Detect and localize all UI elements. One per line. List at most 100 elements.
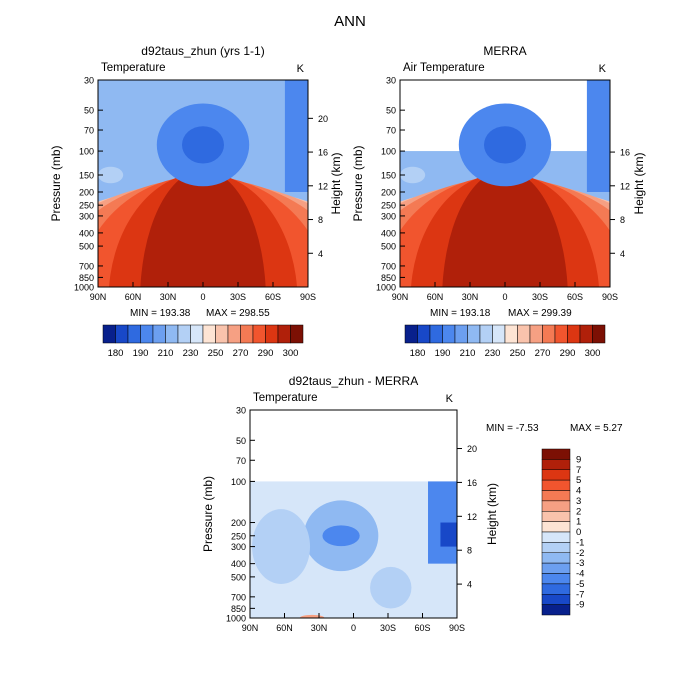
colorbar-label: 270 — [535, 348, 551, 359]
colorbar-label: 190 — [133, 348, 149, 359]
x-tick-label: 90N — [242, 623, 259, 633]
colorbar-swatch — [541, 459, 571, 470]
colorbar-swatch — [190, 324, 204, 344]
y-tick-label: 850 — [231, 604, 246, 614]
colorbar-swatch — [541, 531, 571, 543]
y-tick-label: 50 — [84, 106, 94, 116]
colorbar-label: 290 — [258, 348, 274, 359]
y-tick-label: 700 — [381, 261, 396, 271]
y-tick-label: 150 — [79, 171, 94, 181]
y-tick-label: 250 — [231, 531, 246, 541]
height-tick-label: 4 — [318, 249, 323, 259]
y-tick-label: 30 — [236, 406, 246, 416]
colorbar-swatch — [579, 324, 593, 344]
temperature-band — [140, 170, 266, 287]
y-tick-label: 100 — [79, 147, 94, 157]
units-label: K — [297, 63, 305, 75]
y-tick-label: 200 — [79, 187, 94, 197]
height-tick-label: 4 — [467, 580, 472, 590]
colorbar-swatch — [177, 324, 191, 344]
height-tick-label: 4 — [620, 249, 625, 259]
colorbar-label: 230 — [485, 348, 501, 359]
cold-core-inner — [484, 126, 526, 164]
colorbar-swatch — [277, 324, 291, 344]
y-tick-label: 300 — [381, 211, 396, 221]
colorbar-swatch — [127, 324, 141, 344]
y-tick-label: 100 — [231, 477, 246, 487]
colorbar-label: 230 — [183, 348, 199, 359]
colorbar-label: 290 — [560, 348, 576, 359]
y-tick-label: 70 — [84, 126, 94, 136]
temperature-band — [442, 170, 568, 287]
colorbar-swatch — [202, 324, 216, 344]
y-tick-label: 500 — [381, 242, 396, 252]
height-tick-label: 8 — [467, 546, 472, 556]
y-tick-label: 250 — [381, 201, 396, 211]
min-value-label: MIN = 193.18 — [430, 308, 491, 319]
colorbar-label: 180 — [108, 348, 124, 359]
y-tick-label: 400 — [79, 228, 94, 238]
x-tick-label: 90N — [392, 292, 409, 302]
anomaly-core — [322, 525, 360, 547]
colorbar-swatch — [265, 324, 279, 344]
colorbar-swatch — [140, 324, 154, 344]
height-tick-label: 8 — [318, 215, 323, 225]
y-tick-label: 50 — [386, 106, 396, 116]
height-tick-label: 12 — [467, 512, 477, 522]
height-tick-label: 20 — [467, 444, 477, 454]
colorbar-swatch — [541, 469, 571, 481]
colorbar-swatch — [215, 324, 229, 344]
warm-patch — [98, 166, 124, 184]
x-tick-label: 90S — [602, 292, 618, 302]
units-label: K — [599, 63, 607, 75]
colorbar-label: 4 — [576, 486, 581, 497]
y-tick-label: 30 — [84, 76, 94, 86]
warm-anomaly — [299, 614, 325, 618]
anomaly-region — [370, 566, 412, 609]
contour-field — [250, 481, 457, 618]
y-tick-label: 70 — [386, 126, 396, 136]
max-value-label: MAX = 298.55 — [206, 308, 270, 319]
min-value-label: MIN = 193.38 — [130, 308, 191, 319]
panel-title: d92taus_zhun - MERRA — [289, 374, 418, 388]
colorbar-label: -4 — [576, 569, 584, 580]
colorbar-swatch — [504, 324, 518, 344]
colorbar-swatch — [102, 324, 116, 344]
x-tick-label: 90N — [90, 292, 107, 302]
colorbar-label: 250 — [208, 348, 224, 359]
colorbar-swatch — [165, 324, 179, 344]
anomaly-region — [252, 509, 311, 585]
colorbar-swatch — [240, 324, 254, 344]
height-tick-label: 16 — [620, 148, 630, 158]
y-tick-label: 500 — [79, 242, 94, 252]
colorbar-swatch — [479, 324, 493, 344]
x-tick-label: 30S — [532, 292, 548, 302]
colorbar-swatch — [529, 324, 543, 344]
colorbar-swatch — [541, 594, 571, 605]
colorbar-swatch — [252, 324, 266, 344]
polar-anomaly-core — [440, 522, 457, 547]
colorbar-swatch — [541, 562, 571, 574]
colorbar-label: -3 — [576, 558, 584, 569]
colorbar-swatch — [541, 583, 571, 595]
colorbar-swatch — [541, 500, 571, 512]
y-tick-label: 250 — [79, 201, 94, 211]
x-tick-label: 60N — [427, 292, 444, 302]
x-tick-label: 60S — [265, 292, 281, 302]
colorbar-swatch — [541, 479, 571, 491]
x-tick-label: 30S — [380, 623, 396, 633]
colorbar-swatch — [541, 552, 571, 564]
colorbar-swatch — [542, 324, 556, 344]
units-label: K — [446, 393, 454, 405]
y-tick-label: 700 — [231, 592, 246, 602]
colorbar-label: 3 — [576, 496, 581, 507]
colorbar-label: 190 — [435, 348, 451, 359]
y-tick-label: 200 — [231, 518, 246, 528]
polar-cold-region — [284, 80, 308, 192]
colorbar-label: -1 — [576, 537, 584, 548]
colorbar-label: 1 — [576, 517, 581, 528]
colorbar-swatch — [554, 324, 568, 344]
